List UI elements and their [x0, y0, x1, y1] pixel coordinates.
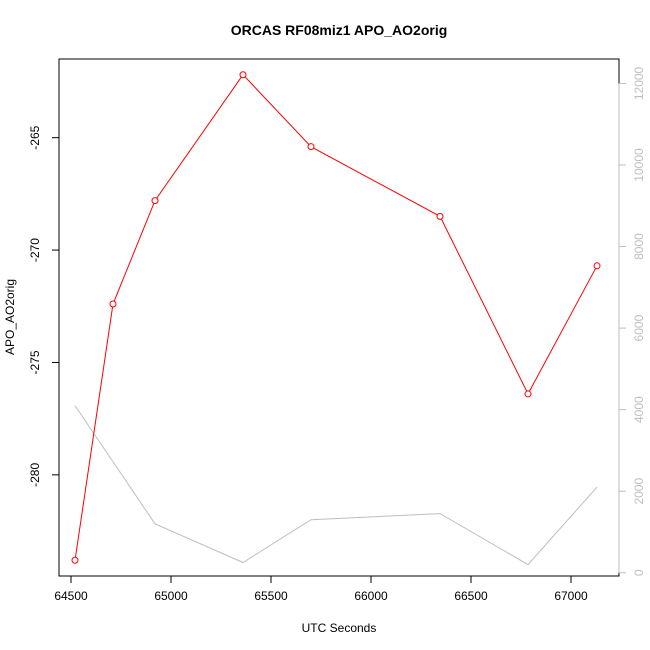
plot-frame	[58, 58, 620, 577]
x-tick-label: 64500	[54, 589, 88, 603]
y2-tick-label: 6000	[632, 314, 646, 341]
data-point	[109, 300, 117, 308]
y-axis-label: APO_AO2orig	[3, 279, 17, 355]
data-point	[307, 143, 315, 151]
series-line-right	[74, 405, 598, 566]
data-point	[239, 71, 247, 79]
y2-tick-label: 8000	[632, 233, 646, 260]
y2-axis: 0 2000 4000 6000 8000 10000 12000	[618, 66, 646, 576]
y2-tick-label: 0	[632, 569, 646, 576]
x-tick-label: 66500	[454, 589, 488, 603]
data-point	[593, 262, 601, 270]
x-tick-label: 65000	[154, 589, 188, 603]
x-axis: 64500 65000 65500 66000 66500 67000	[54, 575, 588, 603]
data-point	[524, 390, 532, 398]
data-point	[436, 212, 444, 220]
y2-tick-label: 12000	[632, 66, 646, 100]
chart-title: ORCAS RF08miz1 APO_AO2orig	[231, 22, 448, 38]
x-axis-label: UTC Seconds	[302, 621, 377, 635]
series-layer	[71, 71, 601, 566]
y-axis: -280 -275 -270 -265	[28, 125, 60, 487]
data-point	[151, 197, 159, 205]
x-tick-label: 67000	[554, 589, 588, 603]
y2-tick-label: 4000	[632, 396, 646, 423]
y2-tick-label: 2000	[632, 478, 646, 505]
y-tick-label: -265	[28, 125, 42, 149]
x-tick-label: 66000	[354, 589, 388, 603]
y-tick-label: -270	[28, 238, 42, 262]
x-tick-label: 65500	[254, 589, 288, 603]
y-tick-label: -275	[28, 350, 42, 374]
series-line-left	[74, 73, 598, 561]
data-point	[71, 556, 79, 564]
y-tick-label: -280	[28, 463, 42, 487]
y2-tick-label: 10000	[632, 148, 646, 182]
